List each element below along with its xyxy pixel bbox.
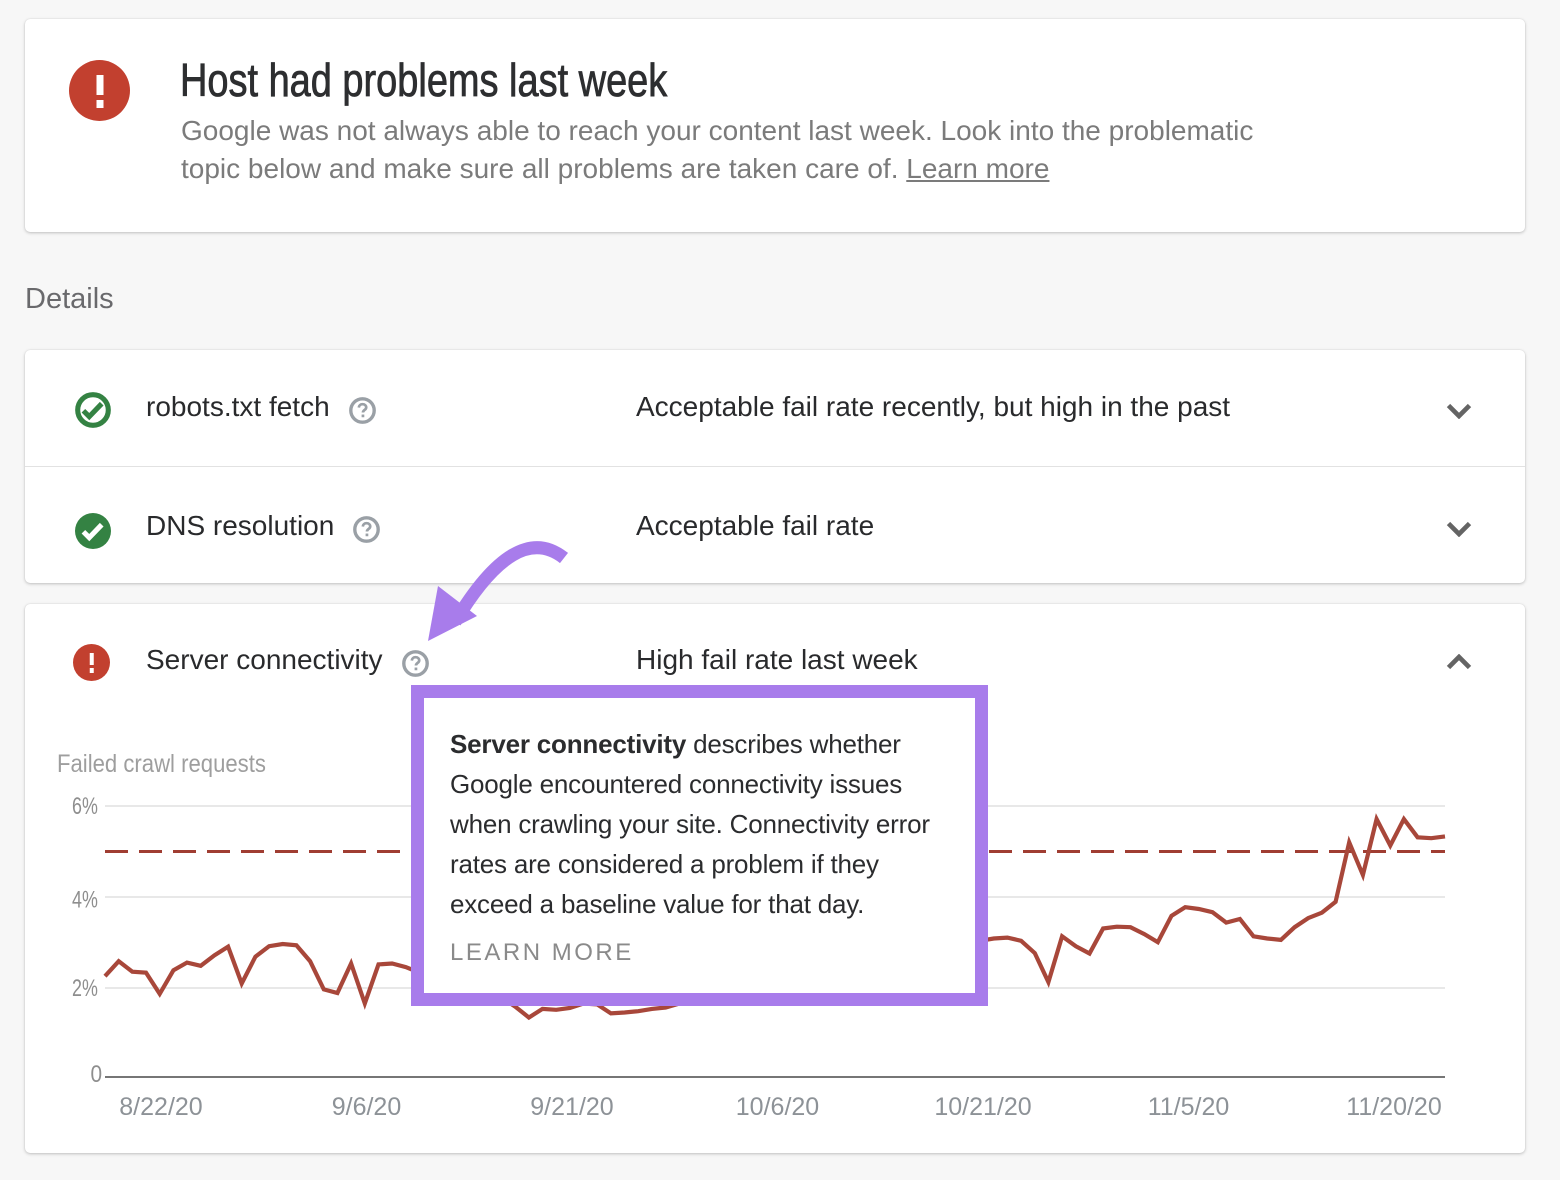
svg-text:6%: 6%: [72, 792, 98, 819]
svg-text:4%: 4%: [72, 886, 98, 913]
svg-text:11/5/20: 11/5/20: [1148, 1093, 1230, 1121]
svg-text:Failed crawl requests: Failed crawl requests: [57, 751, 266, 779]
svg-text:2%: 2%: [72, 974, 98, 1001]
svg-text:11/20/20: 11/20/20: [1346, 1093, 1441, 1121]
svg-text:10/6/20: 10/6/20: [736, 1093, 819, 1121]
svg-text:9/21/20: 9/21/20: [530, 1093, 613, 1121]
svg-text:9/6/20: 9/6/20: [332, 1093, 402, 1121]
svg-text:8/22/20: 8/22/20: [119, 1093, 202, 1121]
svg-text:0: 0: [91, 1059, 103, 1087]
svg-text:10/21/20: 10/21/20: [934, 1093, 1031, 1121]
